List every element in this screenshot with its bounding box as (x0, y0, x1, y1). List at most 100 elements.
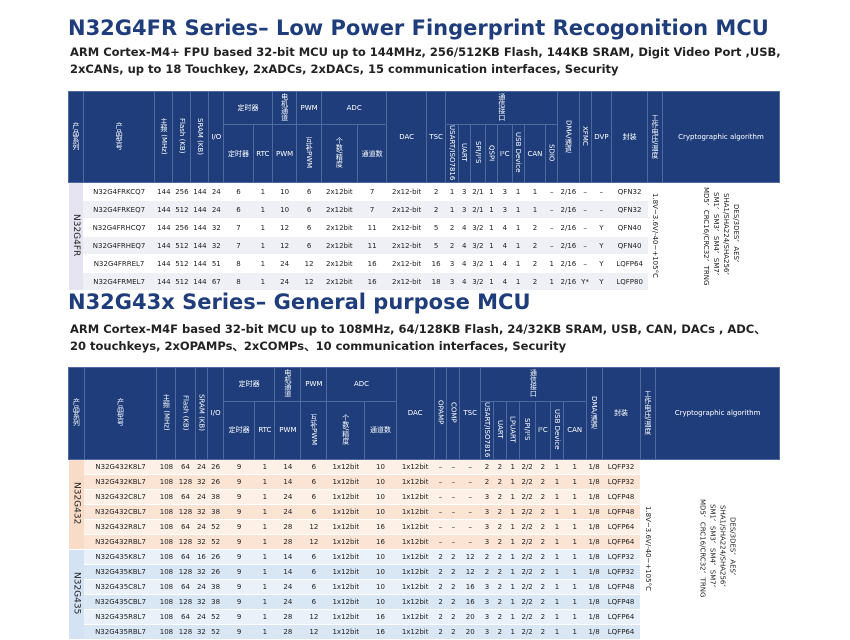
model-cell: N32G4FRREL7 (83, 254, 155, 274)
value-cell: 1 (550, 609, 564, 625)
cell-text: 2 (451, 552, 456, 561)
cell-text: 2/2 (521, 597, 533, 606)
model-cell: N32G432RBL7 (84, 534, 157, 550)
value-cell: 12 (459, 549, 481, 565)
cell-text: 108 (159, 507, 174, 516)
value-cell: 2 (446, 609, 460, 625)
cell-text: 10 (376, 567, 385, 576)
table-row: N32G432C8L7 108 64 24 38 9 1 24 6 1x12bit 10 1x12bi… (68, 489, 780, 505)
voltage-cell: 1.8V~3.6V/-40~+105°C (640, 459, 656, 640)
cell-text: 10 (376, 597, 385, 606)
value-cell: 1 (563, 594, 587, 610)
header-cell: 定时器 (223, 123, 254, 184)
cell-text: 通道数 (361, 149, 383, 158)
value-cell: 144 (190, 236, 209, 256)
cell-text: SPI/I²S (473, 141, 482, 164)
value-cell: 2/2 (519, 474, 536, 490)
cell-text: 144 (157, 241, 171, 250)
cell-text: 个数/精度 (341, 413, 350, 445)
cell-text: 128 (178, 477, 193, 486)
cell-text: Y (599, 277, 604, 286)
value-cell: 1 (485, 182, 498, 202)
cell-text: 2/2 (521, 567, 533, 576)
value-cell: 2/2 (519, 564, 536, 580)
cell-text: 1 (510, 597, 515, 606)
value-cell: 3 (445, 254, 459, 274)
cell-text: 6 (311, 507, 317, 516)
header-cell: XFMC (578, 90, 592, 184)
value-cell: 24 (195, 609, 208, 625)
cell-text: 定时器 (228, 149, 250, 158)
value-cell: 28 (274, 534, 301, 550)
value-cell: 24 (208, 200, 224, 220)
header-cell: DAC (395, 367, 435, 460)
cell-text: 10 (376, 462, 385, 471)
cell-text: 1 (515, 259, 521, 268)
cell-text: 32 (196, 567, 206, 576)
value-cell: 3 (480, 594, 494, 610)
cell-text: 144 (193, 187, 207, 196)
value-cell: 1 (506, 549, 520, 565)
cell-text: 12 (465, 567, 475, 576)
value-cell: 24 (208, 182, 224, 202)
cell-text: 16 (431, 259, 441, 268)
cell-text: 512 (175, 277, 189, 286)
cell-text: 12 (309, 612, 319, 621)
value-cell: 1 (545, 272, 558, 292)
value-cell: 1/8 (586, 564, 603, 580)
value-cell: 1 (485, 236, 498, 256)
cell-text: 256 (175, 223, 189, 232)
value-cell: 2 (493, 594, 507, 610)
value-cell: 9 (223, 519, 255, 535)
cell-text: ADC (346, 104, 362, 112)
header-row: 产品系列 产品型号 主频 (MHz) Flash (KB) SRAM (KB) I/O 定时… (68, 90, 781, 184)
cell-text: 512 (175, 259, 189, 268)
cell-text: – (468, 462, 472, 471)
value-cell: 24 (274, 504, 301, 520)
cell-text: 64 (181, 612, 190, 621)
cell-text: 2 (540, 567, 546, 576)
cell-text: 9 (236, 597, 242, 606)
value-cell: 1x12bit (396, 459, 435, 475)
cell-text: 主频 (MHz) (162, 394, 171, 431)
value-cell: 3 (480, 534, 494, 550)
value-cell: 4 (458, 254, 471, 274)
value-cell: 10 (364, 504, 397, 520)
value-cell: 9 (223, 459, 255, 475)
cell-text: USB Device (514, 132, 523, 173)
value-cell: 3 (458, 200, 471, 220)
value-cell: 16 (357, 272, 387, 292)
value-cell: 2 (434, 564, 447, 580)
value-cell: 5 (426, 218, 446, 238)
value-cell: 32 (195, 474, 208, 490)
header-cell: PWM (274, 400, 302, 460)
cell-text: 16 (376, 612, 385, 621)
value-cell: LQFP48 (602, 504, 641, 520)
cell-text: 512 (175, 205, 189, 214)
cell-text: DMA/通道 (590, 396, 599, 429)
value-cell: 1x12bit (396, 519, 435, 535)
value-cell: 1 (253, 200, 273, 220)
cell-text: 1x12bit (401, 552, 429, 561)
cell-text: 3/2 (472, 259, 484, 268)
table-row: N32G435 N32G435K8L7 108 64 16 26 9 1 14 6 1x12bit 1… (68, 549, 780, 640)
value-cell: 1x12bit (326, 459, 365, 475)
value-cell: 1 (512, 272, 525, 292)
value-cell: LQFP80 (611, 272, 648, 292)
value-cell: LQFP64 (602, 534, 641, 550)
cell-text: 1 (554, 477, 560, 486)
cell-text: RTC (256, 149, 270, 158)
cell-text: 24 (211, 187, 221, 196)
cell-text: 128 (178, 567, 193, 576)
value-cell: 256 (172, 182, 191, 202)
cell-text: 14 (283, 462, 293, 471)
value-cell: 2/2 (519, 504, 536, 520)
cell-text: 1 (554, 612, 560, 621)
cell-text: 2 (497, 567, 503, 576)
value-cell: LQFP32 (602, 564, 641, 580)
value-cell: 1x12bit (396, 504, 435, 520)
cell-text: 1 (549, 259, 554, 268)
value-cell: 2/2 (519, 489, 536, 505)
value-cell: 1 (512, 218, 525, 238)
cell-text: 1 (510, 627, 515, 636)
